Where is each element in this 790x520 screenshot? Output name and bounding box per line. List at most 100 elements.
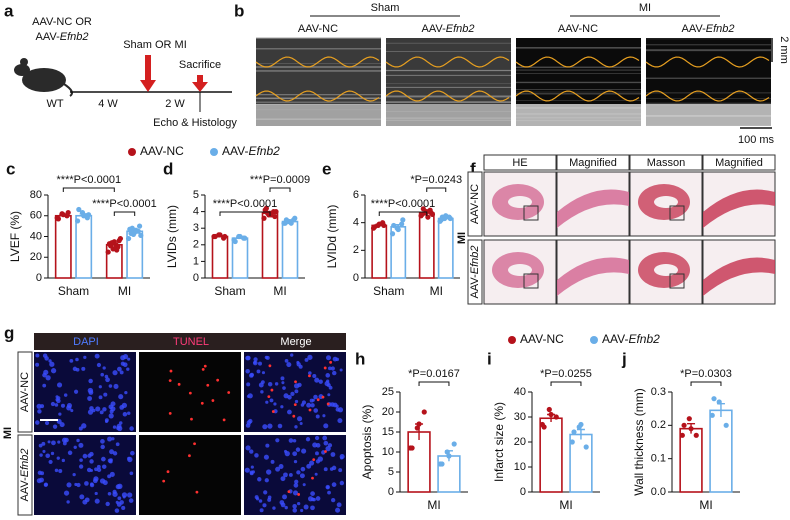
data-point [400, 217, 406, 223]
nucleus [325, 373, 331, 378]
data-point [439, 214, 445, 220]
header-cell [629, 154, 703, 171]
significance-bracket [550, 381, 582, 386]
data-point [81, 213, 87, 219]
nucleus [287, 395, 292, 400]
nucleus [282, 494, 287, 500]
nucleus [265, 443, 270, 448]
nucleus [330, 366, 335, 371]
nucleus [262, 424, 268, 430]
tunel-spot [297, 493, 301, 496]
nucleus [249, 372, 255, 377]
x-tick-label: Sham [373, 284, 404, 298]
tunel-spot [311, 476, 314, 480]
nucleus [74, 482, 78, 487]
significance-label: ****P<0.0001 [371, 198, 436, 210]
tunel-spot [316, 398, 320, 402]
nucleus [329, 467, 334, 471]
tunel-spot [162, 479, 166, 483]
x-tick-label: MI [273, 284, 286, 298]
panel-letter: d [163, 159, 173, 178]
x-tick-label: MI [430, 284, 443, 298]
wall-trace [255, 90, 380, 102]
row-label: AAV-Efnb2 [19, 448, 31, 501]
legend-marker [508, 336, 516, 344]
nucleus [110, 401, 116, 407]
data-point [128, 230, 134, 236]
nucleus [50, 368, 57, 374]
data-point [723, 422, 729, 428]
nucleus [76, 438, 80, 443]
nucleus [280, 476, 286, 482]
x-tick-label: MI [118, 284, 131, 298]
data-point [569, 439, 575, 445]
data-point [679, 432, 685, 438]
nucleus [280, 502, 286, 508]
y-tick-label: 0 [353, 272, 359, 284]
significance-bracket [62, 187, 115, 192]
data-point [421, 409, 427, 415]
zoom-box [669, 205, 685, 221]
nucleus [92, 478, 98, 484]
nucleus [59, 422, 65, 428]
nucleus [42, 383, 47, 388]
row-label: AAV-Efnb2 [469, 245, 481, 298]
group-label: MI [456, 232, 468, 244]
data-point [129, 225, 135, 231]
nucleus [122, 411, 128, 417]
nucleus [281, 381, 285, 385]
nucleus [282, 386, 286, 390]
bar [211, 235, 229, 279]
significance-label: ****P<0.0001 [57, 174, 122, 186]
nucleus [335, 404, 339, 408]
nucleus [294, 399, 299, 404]
column-label: DAPI [73, 336, 99, 348]
nucleus [87, 396, 93, 401]
nucleus [275, 438, 280, 443]
tunel-spot [188, 454, 191, 458]
nucleus [335, 507, 341, 513]
nucleus [318, 379, 323, 384]
nucleus [270, 459, 275, 464]
nucleus [37, 409, 42, 414]
tunel-spot [267, 395, 271, 399]
nucleus [56, 382, 63, 388]
y-tick-label: 0.3 [651, 386, 666, 398]
data-point [265, 210, 271, 216]
data-point [288, 220, 294, 226]
nucleus [84, 497, 90, 503]
nucleus [290, 353, 294, 357]
group-label: MI [2, 427, 14, 439]
data-point [237, 233, 243, 240]
nucleus [263, 490, 268, 495]
nucleus [253, 357, 258, 362]
tunel-spot [166, 470, 170, 474]
column-label: Masson [647, 157, 686, 169]
bar [75, 214, 93, 279]
nucleus [280, 405, 284, 409]
nucleus [48, 459, 53, 464]
nucleus [287, 409, 292, 415]
nucleus [245, 369, 250, 374]
nucleus [292, 503, 297, 509]
y-tick-label: 0 [520, 486, 526, 498]
bar [407, 431, 431, 493]
data-point [709, 412, 715, 418]
readout: Echo & Histology [153, 117, 237, 129]
nucleus [301, 400, 307, 405]
panel-letter: a [4, 1, 14, 20]
nucleus [303, 504, 309, 510]
row-label: AAV-NC [469, 184, 481, 224]
nucleus [72, 366, 78, 372]
nucleus [89, 451, 94, 457]
nucleus [44, 356, 49, 361]
nucleus [118, 421, 123, 425]
nucleus [87, 387, 94, 394]
row-label-box [467, 171, 483, 237]
nucleus [326, 379, 330, 383]
column-label: Merge [280, 336, 311, 348]
wall-trace [255, 56, 380, 68]
bar [709, 409, 733, 493]
nucleus [110, 406, 116, 412]
nucleus [113, 383, 119, 389]
